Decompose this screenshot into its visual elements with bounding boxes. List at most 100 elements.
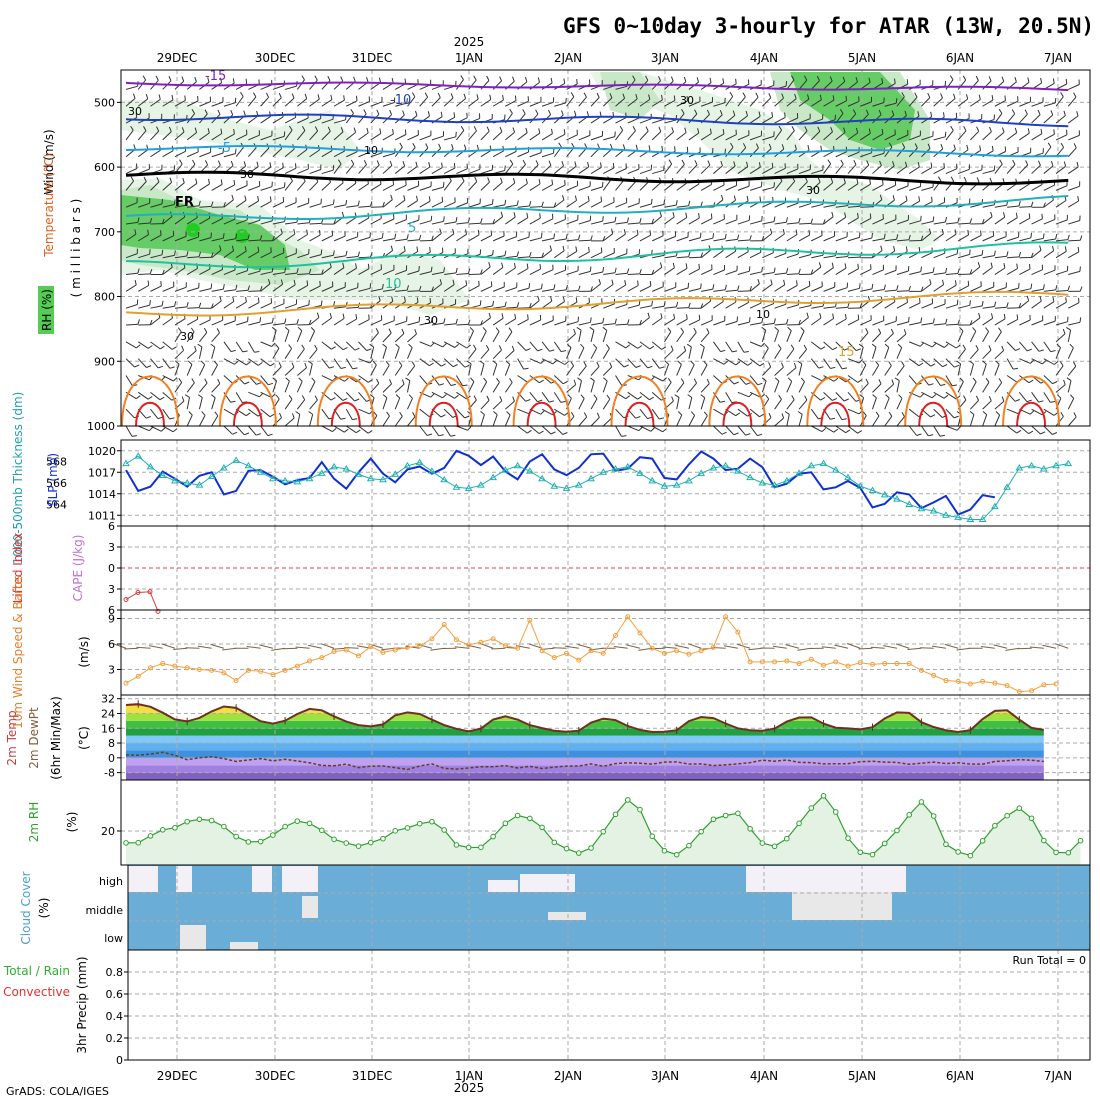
wind-barb-flag — [564, 360, 570, 365]
wind-barb — [517, 151, 529, 158]
wind-barb-flag — [198, 251, 201, 257]
wind-barb-flag — [787, 326, 792, 332]
wind-barb — [884, 320, 897, 326]
wind10m-point — [710, 644, 716, 650]
wind-barb — [247, 147, 257, 158]
wind-barb — [676, 205, 689, 208]
top-date-axis: 29DEC 30DEC 31DEC 1JAN 2JAN 3JAN 4JAN 5JAN 6JAN 7… — [157, 51, 1072, 65]
wind-barb-flag — [235, 284, 238, 290]
wind-barb — [1068, 239, 1081, 242]
wind-barb-flag — [668, 159, 673, 165]
wind10m-barb — [124, 647, 139, 650]
wind-barb-flag — [411, 361, 416, 367]
lifted-index-point — [147, 589, 153, 595]
wind-barb — [602, 97, 613, 107]
wind-barb — [1068, 185, 1080, 191]
wind-barb-flag — [308, 411, 313, 415]
wind-barb — [443, 167, 456, 175]
wind-barb-flag — [680, 378, 685, 384]
wind-barb-flag — [204, 160, 209, 166]
wind-barb — [884, 269, 897, 276]
rh2m-point — [1053, 849, 1059, 856]
wind-barb — [358, 341, 368, 351]
wind10m-point — [1004, 683, 1010, 689]
wind-barb-flag — [600, 196, 603, 202]
wind-barb-flag — [538, 179, 541, 185]
wind-barb — [786, 234, 798, 242]
wind-barb — [982, 414, 988, 427]
wind-barb — [1019, 268, 1031, 275]
wind-barb — [554, 358, 566, 365]
wind-barb-flag — [931, 343, 937, 348]
wind-barb — [651, 99, 663, 107]
wind-barb — [982, 400, 992, 410]
wind-barb — [651, 182, 662, 191]
wind-barb — [1019, 288, 1032, 292]
wind-barb-flag — [956, 360, 961, 365]
wind-barb — [970, 130, 980, 141]
wind-barb-flag — [879, 194, 883, 200]
wind-barb — [333, 150, 345, 158]
wind-barb — [859, 332, 869, 343]
wind-barb-flag — [989, 177, 993, 183]
wind-barb-flag — [308, 319, 312, 325]
precip-tick: 0.6 — [106, 988, 124, 1001]
wind-barb — [199, 332, 208, 343]
wind-barb — [248, 115, 259, 124]
wind-barb-flag — [686, 343, 692, 348]
wind-barb — [480, 130, 490, 141]
wind-barb-flag — [659, 211, 662, 217]
wind-barb — [309, 317, 320, 326]
ytick-label: 6 — [108, 638, 115, 651]
wind-barb — [529, 268, 541, 275]
wind-barb — [456, 180, 465, 191]
wind-barb-flag — [267, 278, 271, 284]
wind-barb-flag — [513, 263, 516, 269]
wind-barb-flag — [310, 327, 315, 332]
hot-contour — [1016, 401, 1047, 427]
wind-barb — [358, 236, 371, 242]
wind-barb — [125, 284, 137, 292]
wind-barb-flag — [928, 228, 932, 234]
wind-barb-flag — [405, 377, 411, 382]
wind10m-barb — [834, 644, 849, 649]
wind-barb — [199, 217, 211, 225]
wind-barb — [1055, 250, 1067, 259]
wind-barb — [272, 303, 285, 309]
wind10m-point — [270, 672, 276, 678]
wind-barb — [700, 218, 713, 225]
precip-grid — [128, 950, 1090, 1060]
wind-barb-flag — [612, 162, 615, 168]
wind-barb — [395, 238, 408, 242]
wind10m-point — [955, 678, 961, 684]
wind-barb-flag — [1073, 92, 1077, 98]
wind-barb — [284, 417, 295, 427]
wind-barb — [884, 146, 893, 158]
wind10m-barb — [772, 645, 787, 649]
wind-barb — [541, 249, 552, 259]
wind-barb-flag — [602, 326, 608, 331]
wind-barb-flag — [638, 426, 643, 432]
wind-barb — [958, 222, 971, 225]
wind-barb — [370, 383, 380, 393]
wind-barb — [982, 170, 995, 175]
wind-barb — [321, 99, 333, 107]
wind-barb — [211, 364, 218, 376]
wind-barb — [1068, 270, 1081, 276]
wind-barb — [137, 358, 147, 368]
rh-zone — [790, 72, 915, 150]
wind-barb-flag — [561, 160, 564, 167]
wind-barb-flag — [845, 95, 847, 101]
wind-barb-flag — [464, 364, 470, 368]
wind-barb — [505, 216, 516, 225]
wind-barb — [382, 289, 395, 292]
thickness-point — [660, 482, 669, 489]
wind-barb-flag — [320, 300, 323, 306]
wind-barb — [480, 349, 490, 360]
wind10m-point — [686, 651, 692, 657]
wind-barb — [235, 425, 245, 436]
wind-barb-flag — [908, 316, 910, 322]
rh2m-point — [845, 835, 851, 841]
wind-barb-flag — [818, 366, 824, 369]
wind-barb — [749, 391, 762, 398]
